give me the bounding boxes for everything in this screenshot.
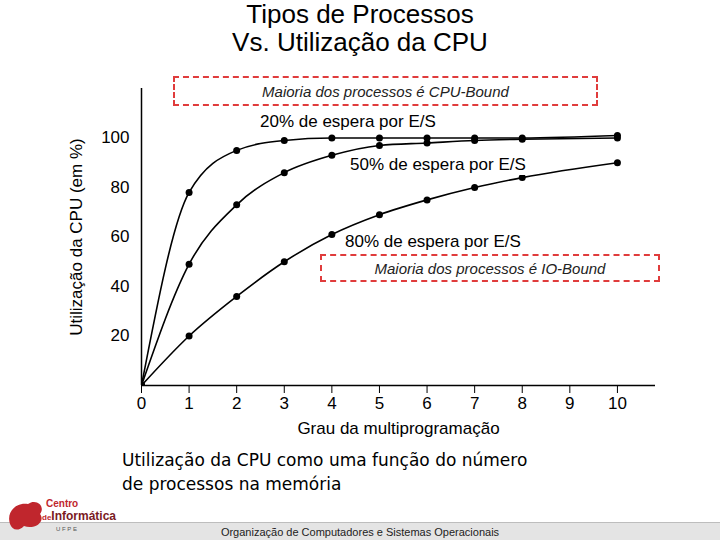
html-text:80% de espera por E/S: 80% de espera por E/S [345,232,521,251]
svg-text:100: 100 [101,128,129,147]
svg-text:4: 4 [327,394,336,413]
svg-text:20: 20 [111,326,130,345]
html-text:Maioria dos processos é CPU-Bo: Maioria dos processos é CPU-Bound [262,82,509,100]
html-text:50% de espera por E/S: 50% de espera por E/S [350,155,526,174]
svg-text:0: 0 [137,394,146,413]
svg-text:40: 40 [111,277,130,296]
svg-text:10: 10 [608,394,627,413]
svg-text:1: 1 [184,394,193,413]
svg-text:80: 80 [111,178,130,197]
html-text:20% de espera por E/S: 20% de espera por E/S [260,112,436,131]
html-text:de processos na memória: de processos na memória [122,474,342,494]
svg-text:9: 9 [565,394,574,413]
svg-text:60: 60 [111,227,130,246]
svg-text:8: 8 [518,394,527,413]
svg-text:U F P E: U F P E [56,526,77,532]
svg-text:5: 5 [375,394,384,413]
svg-text:3: 3 [280,394,289,413]
html-text:Vs. Utilização da CPU: Vs. Utilização da CPU [232,27,488,57]
svg-text:Centro: Centro [46,498,78,509]
svg-text:7: 7 [470,394,479,413]
svg-text:deInformática: deInformática [42,509,116,523]
html-text:Organização de Computadores e: Organização de Computadores e Sistemas O… [220,526,500,538]
svg-text:6: 6 [422,394,431,413]
svg-text:Grau da multiprogramação: Grau da multiprogramação [297,419,499,438]
html-text:Maioria dos processos é IO-Bou: Maioria dos processos é IO-Bound [374,259,606,277]
html-text:Tipos de Processos: Tipos de Processos [246,0,474,29]
svg-text:Utilização da CPU (em %): Utilização da CPU (em %) [67,138,86,335]
html-text:Utilização da CPU como uma fun: Utilização da CPU como uma função do núm… [122,450,528,470]
svg-text:2: 2 [232,394,241,413]
